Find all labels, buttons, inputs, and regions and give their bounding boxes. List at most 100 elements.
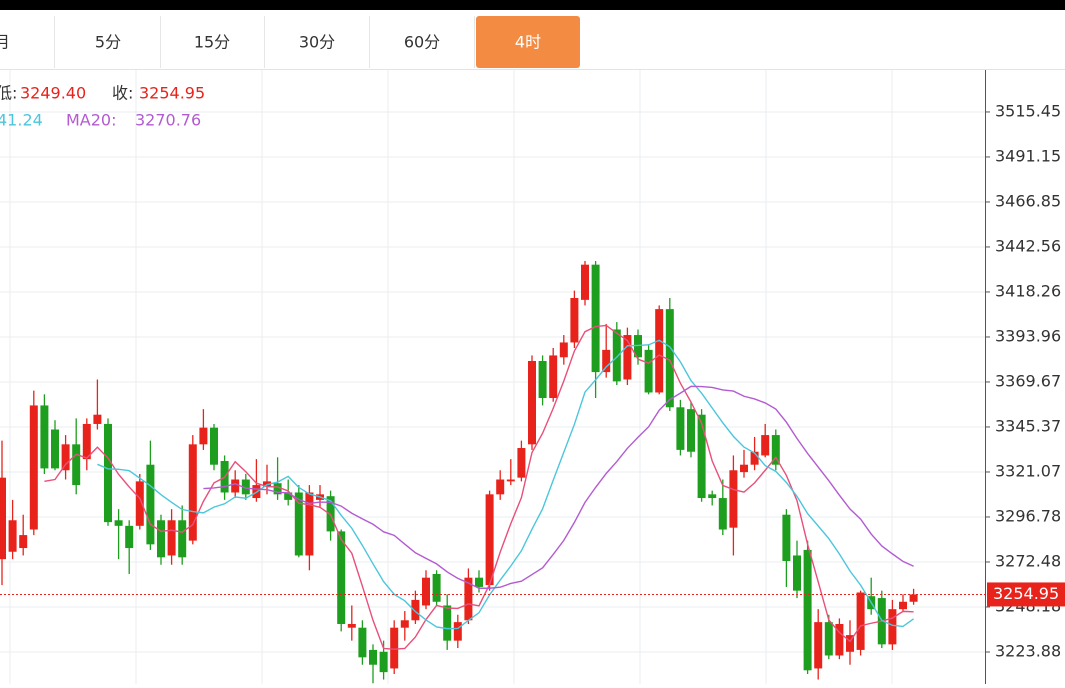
info-text: 低:: [0, 84, 17, 103]
candle-body: [337, 531, 346, 624]
candle-body: [93, 414, 102, 424]
candle-body: [40, 405, 49, 469]
candle-body: [602, 349, 611, 373]
candle-body: [718, 498, 727, 530]
candle-body: [422, 577, 430, 606]
candle-body: [294, 492, 303, 556]
info-text: 3254.95: [139, 84, 205, 103]
candle-body: [231, 479, 240, 493]
candle-body: [369, 649, 377, 665]
tab-label[interactable]: 60分: [404, 33, 440, 52]
ma-line: [203, 385, 914, 589]
candle-body: [888, 609, 897, 645]
candle-body: [634, 335, 642, 358]
candle-body: [612, 329, 621, 382]
price-tag: [987, 582, 1065, 607]
candle-body: [411, 599, 420, 621]
tab-label[interactable]: 15分: [194, 33, 230, 52]
candle-body: [284, 492, 293, 500]
candle-body: [803, 549, 812, 671]
candle-body: [676, 407, 685, 450]
candle-body: [51, 429, 59, 469]
candle-body: [824, 622, 833, 656]
tab-label[interactable]: 30分: [299, 33, 335, 52]
candle-body: [167, 520, 176, 556]
candle-body: [485, 494, 494, 586]
candle-body: [178, 520, 187, 558]
y-tick-label: 3272.48: [995, 551, 1061, 570]
y-tick-label: 3515.45: [995, 101, 1061, 120]
tab-active[interactable]: [476, 16, 580, 68]
candle-body: [464, 577, 473, 621]
candle-body: [909, 594, 918, 602]
tab-label[interactable]: 4时: [515, 33, 541, 52]
candle-body: [740, 464, 748, 473]
candle-body: [708, 494, 717, 499]
candle-body: [750, 451, 759, 465]
candle-body: [475, 577, 483, 587]
candle-body: [761, 435, 770, 456]
candle-body: [655, 309, 664, 393]
y-tick-label: 3296.78: [995, 506, 1061, 525]
candle-body: [347, 623, 356, 628]
candle-body: [517, 448, 526, 478]
candle-body: [496, 479, 505, 495]
y-tick-label: 3321.07: [995, 461, 1061, 480]
candle-body: [782, 514, 791, 562]
candle-body: [846, 635, 854, 652]
candle-body: [581, 264, 589, 300]
candle-body: [305, 492, 314, 556]
candle-body: [835, 623, 844, 656]
candle-body: [390, 627, 399, 669]
candle-body: [453, 622, 462, 641]
tab-label[interactable]: 5分: [95, 33, 121, 52]
candle-body: [570, 298, 579, 343]
top-bar: [0, 0, 1065, 10]
candle-body: [125, 525, 134, 549]
info-text: MA20:: [66, 111, 117, 130]
candle-body: [326, 496, 335, 532]
tab-label[interactable]: 月: [0, 33, 10, 52]
info-text: 41.24: [0, 111, 43, 130]
price-tag-label: 3254.95: [993, 584, 1059, 603]
candle-body: [665, 309, 674, 408]
candle-body: [549, 355, 558, 399]
y-tick-label: 3393.96: [995, 326, 1061, 345]
candle-body: [528, 360, 536, 445]
candle-body: [443, 605, 452, 641]
candle-body: [687, 409, 695, 452]
candle-body: [379, 651, 388, 673]
candle-body: [273, 483, 282, 495]
candle-body: [697, 414, 706, 499]
candle-body: [146, 464, 155, 545]
candle-body: [104, 423, 112, 523]
candle-body: [157, 520, 165, 558]
candle-body: [82, 423, 91, 460]
y-tick-label: 3223.88: [995, 641, 1061, 660]
y-tick-label: 3345.37: [995, 416, 1061, 435]
candle-body: [623, 335, 632, 380]
y-tick-label: 3466.85: [995, 191, 1061, 210]
candle-body: [72, 444, 81, 486]
y-tick-label: 3442.56: [995, 236, 1061, 255]
info-text: 3270.76: [135, 111, 201, 130]
candle-body: [8, 520, 17, 552]
candle-body: [61, 444, 70, 471]
ma-line: [97, 339, 915, 630]
candle-body: [29, 405, 38, 530]
candle-body: [199, 427, 208, 445]
candle-body: [358, 627, 367, 658]
info-text: 收:: [112, 84, 133, 103]
candle-body: [0, 477, 6, 560]
candle-body: [432, 573, 441, 602]
candle-body: [188, 444, 197, 541]
candle-body: [210, 427, 218, 465]
y-tick-label: 3491.15: [995, 146, 1061, 165]
candle-body: [591, 264, 600, 373]
candle-body: [899, 601, 907, 610]
candle-body: [644, 349, 653, 393]
candle-body: [241, 479, 250, 495]
y-tick-label: 3418.26: [995, 281, 1061, 300]
candle-body: [729, 470, 738, 528]
